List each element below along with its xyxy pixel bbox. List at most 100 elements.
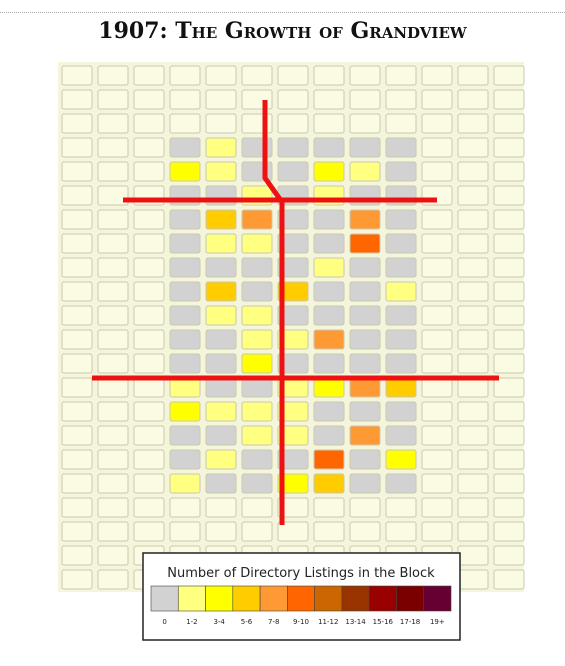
block bbox=[493, 473, 525, 494]
legend-label: 3-4 bbox=[213, 618, 225, 626]
block bbox=[133, 449, 165, 470]
block bbox=[421, 89, 453, 110]
block bbox=[349, 305, 381, 326]
block bbox=[493, 545, 525, 566]
legend-swatch bbox=[396, 585, 425, 612]
block bbox=[61, 137, 93, 158]
block bbox=[205, 497, 237, 518]
block bbox=[97, 233, 129, 254]
block bbox=[313, 449, 345, 470]
block bbox=[61, 377, 93, 398]
block bbox=[385, 377, 417, 398]
block bbox=[277, 89, 309, 110]
block bbox=[169, 113, 201, 134]
block bbox=[241, 425, 273, 446]
block bbox=[277, 65, 309, 86]
legend-swatch bbox=[423, 585, 452, 612]
block bbox=[97, 569, 129, 590]
block bbox=[61, 209, 93, 230]
block bbox=[421, 209, 453, 230]
legend-label: 7-8 bbox=[268, 618, 279, 626]
block bbox=[385, 281, 417, 302]
block bbox=[313, 209, 345, 230]
block bbox=[349, 65, 381, 86]
block bbox=[97, 305, 129, 326]
block bbox=[457, 233, 489, 254]
block bbox=[457, 377, 489, 398]
block bbox=[241, 257, 273, 278]
legend-label: 9-10 bbox=[293, 618, 309, 626]
block bbox=[313, 137, 345, 158]
block bbox=[457, 425, 489, 446]
block bbox=[133, 521, 165, 542]
block bbox=[277, 425, 309, 446]
block bbox=[133, 401, 165, 422]
block bbox=[169, 353, 201, 374]
block bbox=[133, 209, 165, 230]
block bbox=[97, 65, 129, 86]
block bbox=[421, 521, 453, 542]
block bbox=[349, 497, 381, 518]
block bbox=[277, 401, 309, 422]
legend-swatch bbox=[341, 585, 370, 612]
block bbox=[457, 305, 489, 326]
legend-label: 17-18 bbox=[400, 618, 420, 626]
legend-label: 15-16 bbox=[373, 618, 394, 626]
block bbox=[457, 137, 489, 158]
block bbox=[457, 161, 489, 182]
block bbox=[277, 209, 309, 230]
block bbox=[61, 257, 93, 278]
block bbox=[313, 425, 345, 446]
block bbox=[61, 185, 93, 206]
block bbox=[385, 65, 417, 86]
block bbox=[349, 329, 381, 350]
block bbox=[97, 497, 129, 518]
block bbox=[205, 401, 237, 422]
block bbox=[241, 65, 273, 86]
block bbox=[385, 257, 417, 278]
street bbox=[262, 100, 285, 525]
block bbox=[277, 113, 309, 134]
block bbox=[169, 329, 201, 350]
block bbox=[493, 497, 525, 518]
block bbox=[61, 449, 93, 470]
block bbox=[349, 353, 381, 374]
block bbox=[97, 545, 129, 566]
block bbox=[313, 401, 345, 422]
block bbox=[277, 281, 309, 302]
block bbox=[493, 185, 525, 206]
block bbox=[421, 473, 453, 494]
block bbox=[313, 281, 345, 302]
block bbox=[313, 305, 345, 326]
block bbox=[277, 497, 309, 518]
block bbox=[493, 521, 525, 542]
block bbox=[169, 209, 201, 230]
block bbox=[205, 425, 237, 446]
block bbox=[421, 65, 453, 86]
block bbox=[169, 281, 201, 302]
block bbox=[421, 281, 453, 302]
block bbox=[421, 353, 453, 374]
block bbox=[277, 449, 309, 470]
block bbox=[133, 233, 165, 254]
block bbox=[277, 137, 309, 158]
block bbox=[205, 233, 237, 254]
block bbox=[457, 65, 489, 86]
block bbox=[385, 329, 417, 350]
block bbox=[205, 161, 237, 182]
block bbox=[169, 377, 201, 398]
block bbox=[421, 377, 453, 398]
block bbox=[313, 353, 345, 374]
block bbox=[313, 521, 345, 542]
block bbox=[385, 473, 417, 494]
block bbox=[457, 545, 489, 566]
block bbox=[61, 329, 93, 350]
divider bbox=[0, 12, 565, 13]
block bbox=[349, 209, 381, 230]
block bbox=[133, 161, 165, 182]
block bbox=[493, 401, 525, 422]
block bbox=[313, 233, 345, 254]
block bbox=[241, 377, 273, 398]
block bbox=[349, 113, 381, 134]
